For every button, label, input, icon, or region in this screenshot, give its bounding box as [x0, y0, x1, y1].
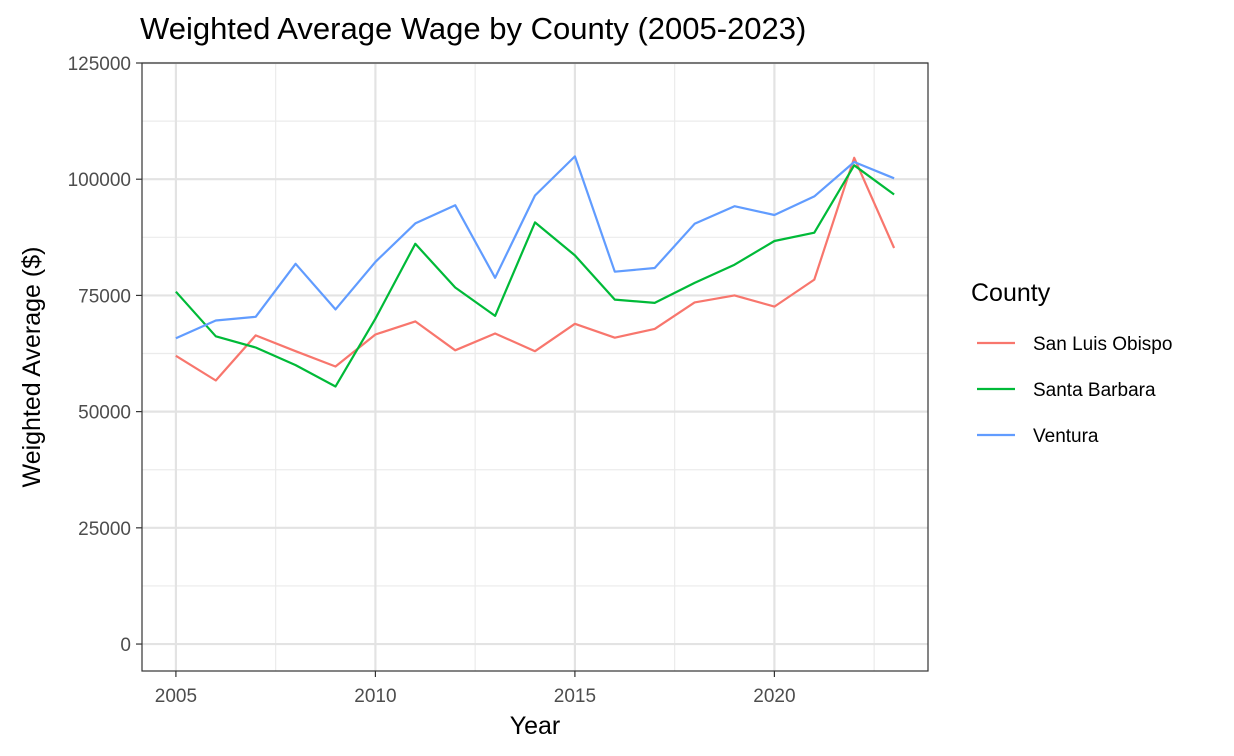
y-axis-title: Weighted Average ($): [18, 247, 46, 488]
y-tick-label: 25000: [78, 519, 131, 540]
y-tick-label: 125000: [68, 54, 131, 75]
legend-items: San Luis Obispo Santa Barbara Ventura: [977, 334, 1172, 447]
x-tick-label: 2005: [155, 686, 197, 707]
series-line-santa-barbara: [175, 164, 895, 388]
legend-label-san-luis-obispo: San Luis Obispo: [1033, 334, 1172, 355]
minor-gridlines: [142, 63, 928, 671]
series-line-ventura: [175, 155, 895, 340]
x-tick-label: 2015: [554, 686, 596, 707]
y-tick-label: 75000: [78, 286, 131, 307]
x-tick-label: 2010: [354, 686, 396, 707]
x-axis: 2005 2010 2015 2020: [155, 671, 796, 707]
y-axis: 0 25000 50000 75000 100000 125000: [68, 54, 142, 656]
y-tick-label: 100000: [68, 170, 131, 191]
series-lines: [175, 155, 896, 388]
x-axis-title: Year: [510, 712, 561, 740]
chart-title: Weighted Average Wage by County (2005-20…: [140, 11, 806, 46]
plot-panel-border: [141, 62, 929, 672]
legend: County San Luis Obispo Santa Barbara Ventu…: [971, 279, 1172, 447]
legend-title: County: [971, 279, 1051, 307]
legend-label-santa-barbara: Santa Barbara: [1033, 380, 1156, 401]
x-tick-label: 2020: [753, 686, 795, 707]
major-gridlines: [142, 61, 928, 671]
series-line-san-luis-obispo: [175, 156, 896, 382]
legend-label-ventura: Ventura: [1033, 426, 1099, 447]
y-tick-label: 50000: [78, 403, 131, 424]
y-tick-label: 0: [120, 635, 131, 656]
